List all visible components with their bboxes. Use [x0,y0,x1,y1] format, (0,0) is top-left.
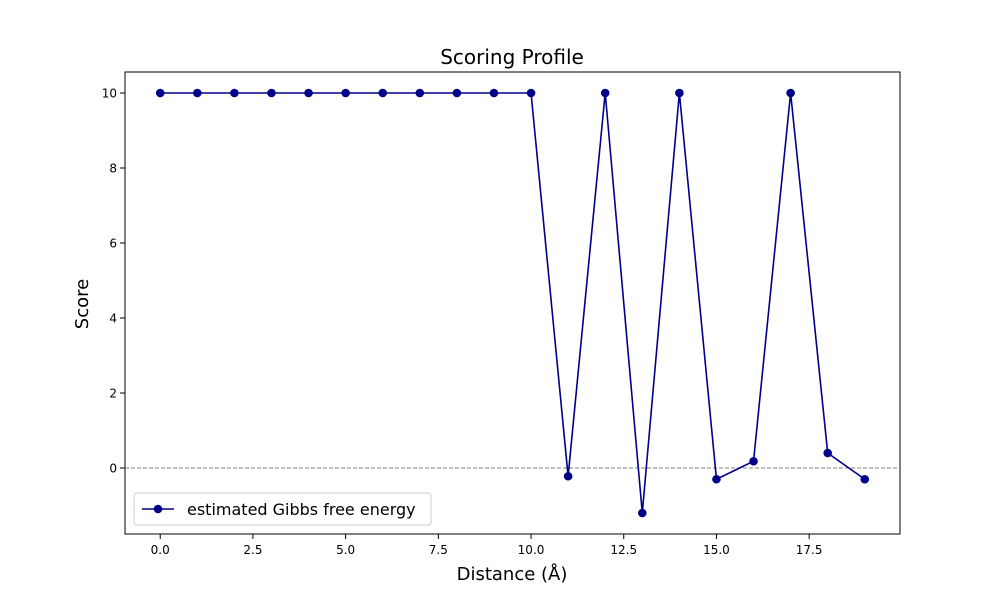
plot-area-frame [124,71,901,535]
data-point [304,88,313,98]
legend: estimated Gibbs free energy [133,492,432,526]
y-axis-label: Score [72,279,93,329]
data-point [712,474,721,484]
data-point [823,448,832,458]
data-point [452,88,462,98]
chart-title: Scoring Profile [440,45,584,69]
y-tick-label: 8 [109,162,117,176]
data-point [415,88,425,98]
y-tick-label: 4 [109,312,117,326]
x-tick-label: 12.5 [610,543,637,557]
data-point [193,88,202,98]
x-tick-label: 17.5 [796,543,823,557]
x-tick-label: 0.0 [151,543,170,557]
data-point [563,471,573,481]
data-point [155,88,165,98]
data-point [675,88,684,98]
data-point [341,88,350,98]
y-tick-label: 6 [109,237,117,251]
series-line [160,92,866,514]
data-point [378,88,388,98]
data-point [637,508,647,518]
x-tick-label: 10.0 [518,543,545,557]
legend-label: estimated Gibbs free energy [187,500,416,519]
data-point [267,88,276,98]
legend-box [133,492,432,526]
x-tick-label: 7.5 [429,543,448,557]
x-tick-label: 5.0 [336,543,355,557]
y-tick-label: 10 [102,87,117,101]
legend-marker [153,504,163,514]
data-point [230,88,239,98]
data-point [489,88,499,98]
data-point [786,88,795,98]
x-tick-label: 15.0 [703,543,730,557]
data-point [600,88,610,98]
y-tick-label: 0 [109,462,117,476]
x-axis-label: Distance (Å) [457,563,568,585]
y-tick-label: 2 [109,387,117,401]
data-point [526,88,536,98]
data-point [860,474,870,484]
x-tick-label: 2.5 [243,543,262,557]
data-point [749,456,758,466]
